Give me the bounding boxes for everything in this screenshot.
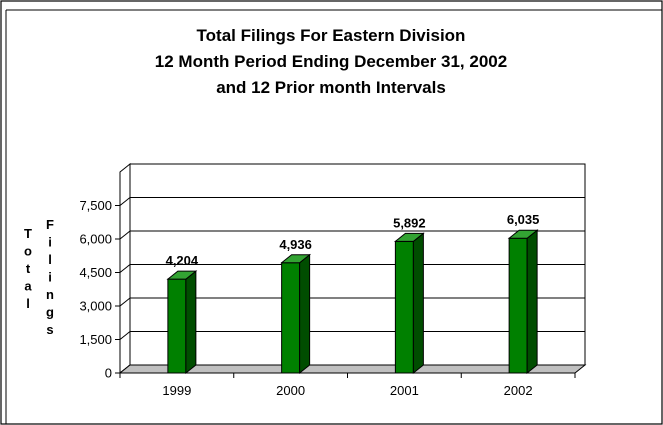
- y-axis-title-letter: i: [48, 235, 52, 250]
- y-axis-title-letter: a: [24, 279, 32, 294]
- chart-title-line-3: and 12 Prior month Intervals: [216, 78, 446, 97]
- data-label: 4,204: [166, 253, 199, 268]
- bar[interactable]: [395, 233, 423, 373]
- y-axis-title-letter: s: [46, 322, 53, 337]
- data-label: 6,035: [507, 212, 540, 227]
- bar-side: [527, 230, 537, 373]
- y-tick-label: 7,500: [79, 198, 112, 213]
- data-label: 5,892: [393, 215, 426, 230]
- y-axis-title-letter: T: [24, 226, 32, 241]
- bar-front: [509, 238, 527, 373]
- y-axis-title-letter: o: [24, 244, 32, 259]
- y-axis-title-letter: t: [26, 261, 31, 276]
- chart-title-line-1: Total Filings For Eastern Division: [197, 26, 466, 45]
- y-axis-title-letter: l: [26, 296, 30, 311]
- y-tick-label: 0: [105, 366, 112, 381]
- bar[interactable]: [168, 271, 196, 373]
- x-tick-label: 1999: [162, 383, 191, 398]
- y-tick-label: 4,500: [79, 265, 112, 280]
- bar-side: [300, 255, 310, 373]
- bar[interactable]: [282, 255, 310, 373]
- y-axis-title-letter: g: [46, 305, 54, 320]
- x-tick-label: 2000: [276, 383, 305, 398]
- y-tick-label: 6,000: [79, 232, 112, 247]
- x-tick-label: 2001: [390, 383, 419, 398]
- bar-front: [168, 279, 186, 373]
- bar-front: [395, 241, 413, 373]
- x-tick-label: 2002: [504, 383, 533, 398]
- bar-side: [413, 233, 423, 373]
- data-label: 4,936: [279, 237, 312, 252]
- y-axis-title-letter: i: [48, 270, 52, 285]
- bar[interactable]: [509, 230, 537, 373]
- chart-title-line-2: 12 Month Period Ending December 31, 2002: [155, 52, 507, 71]
- y-axis-title-letter: n: [46, 287, 54, 302]
- y-tick-label: 3,000: [79, 299, 112, 314]
- y-axis-title-letter: l: [48, 252, 52, 267]
- y-axis-title-letter: F: [46, 217, 54, 232]
- bar-side: [186, 271, 196, 373]
- bar-front: [282, 263, 300, 373]
- y-tick-label: 1,500: [79, 332, 112, 347]
